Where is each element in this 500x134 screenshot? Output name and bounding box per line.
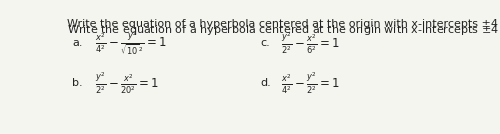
Text: $\frac{y^2}{2^2} - \frac{x^2}{20^2} = 1$: $\frac{y^2}{2^2} - \frac{x^2}{20^2} = 1$ — [96, 70, 160, 96]
Text: b.: b. — [72, 78, 83, 88]
Text: c.: c. — [260, 38, 270, 48]
Text: $\frac{x^2}{4^2} - \frac{y^2}{\sqrt{10}^{\,2}} = 1$: $\frac{x^2}{4^2} - \frac{y^2}{\sqrt{10}^… — [96, 29, 168, 56]
Text: d.: d. — [260, 78, 271, 88]
Text: $\frac{x^2}{4^2} - \frac{y^2}{2^2} = 1$: $\frac{x^2}{4^2} - \frac{y^2}{2^2} = 1$ — [282, 70, 341, 96]
Text: Write the equation of a hyperbola centered at the origin with x-intercepts ±4 an: Write the equation of a hyperbola center… — [67, 19, 500, 38]
Text: a.: a. — [72, 38, 83, 48]
Text: $\frac{y^2}{2^2} - \frac{x^2}{6^2} = 1$: $\frac{y^2}{2^2} - \frac{x^2}{6^2} = 1$ — [282, 30, 341, 56]
Text: Write the equation of a hyperbola centered at the origin with x-intercepts ±4 an: Write the equation of a hyperbola center… — [67, 19, 500, 29]
